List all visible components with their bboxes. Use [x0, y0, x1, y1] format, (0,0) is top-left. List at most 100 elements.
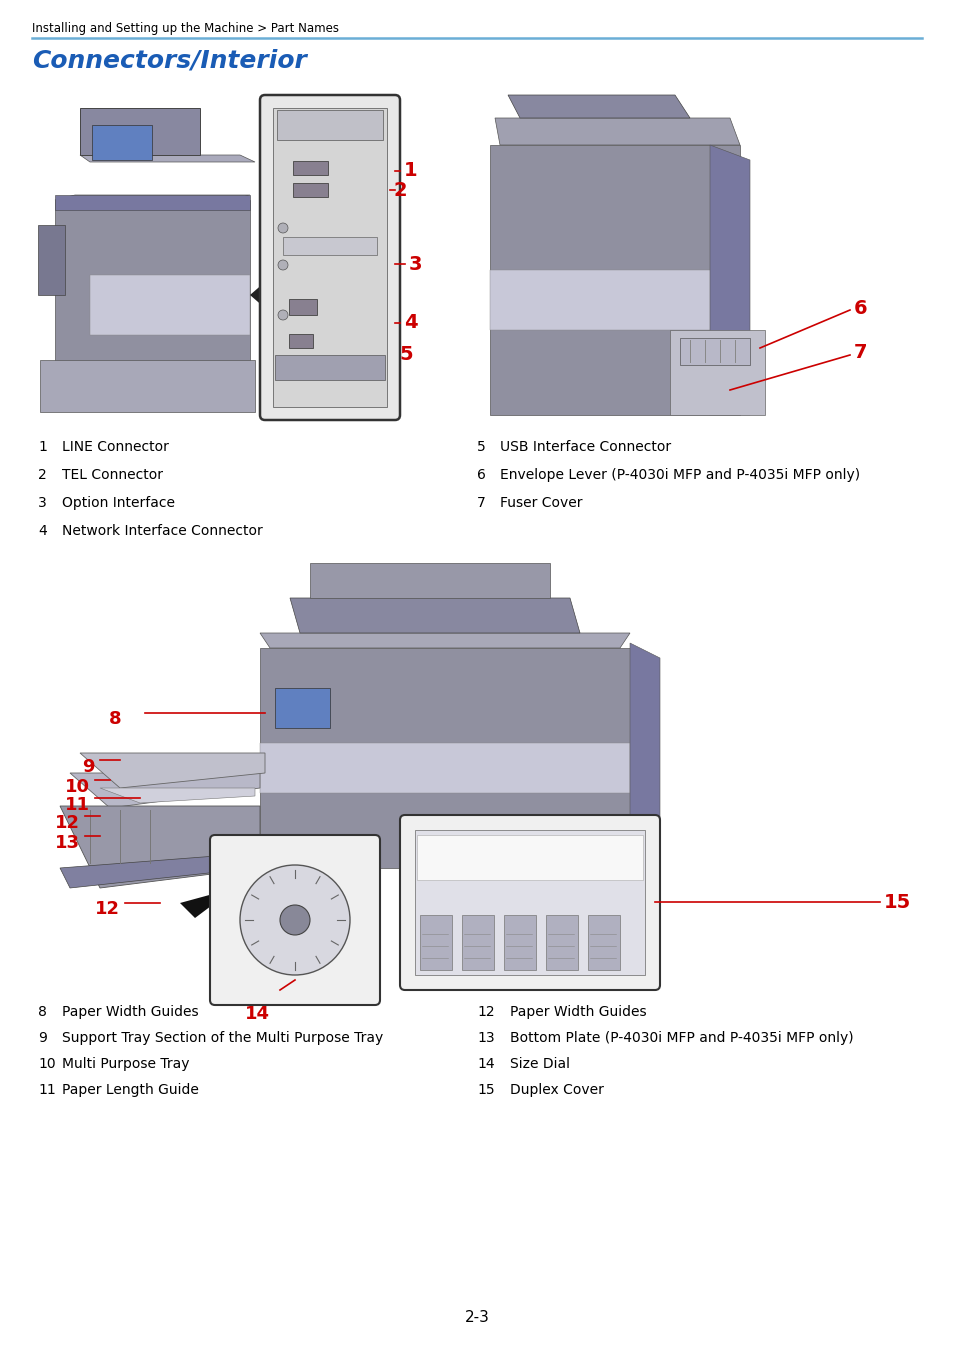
FancyBboxPatch shape — [399, 815, 659, 990]
Bar — [273, 108, 387, 406]
Polygon shape — [260, 633, 629, 648]
Bar — [419, 915, 452, 971]
Bar — [274, 688, 330, 728]
Text: 8: 8 — [110, 710, 122, 728]
Circle shape — [280, 904, 310, 936]
Polygon shape — [669, 329, 764, 414]
Text: Size Dial: Size Dial — [510, 1057, 569, 1071]
Bar — [274, 355, 385, 379]
Text: 11: 11 — [38, 1083, 55, 1098]
Polygon shape — [490, 270, 740, 329]
Text: 12: 12 — [476, 1004, 494, 1019]
Bar — [415, 830, 644, 975]
Text: Network Interface Connector: Network Interface Connector — [62, 524, 262, 539]
Polygon shape — [260, 648, 629, 868]
Polygon shape — [495, 117, 740, 144]
Text: 3: 3 — [38, 495, 47, 510]
Text: Envelope Lever (P-4030i MFP and P-4035i MFP only): Envelope Lever (P-4030i MFP and P-4035i … — [499, 468, 860, 482]
Polygon shape — [55, 200, 250, 410]
Text: Connectors/Interior: Connectors/Interior — [32, 49, 307, 72]
Text: 13: 13 — [476, 1031, 494, 1045]
Polygon shape — [80, 753, 265, 788]
Text: Support Tray Section of the Multi Purpose Tray: Support Tray Section of the Multi Purpos… — [62, 1031, 383, 1045]
Text: 4: 4 — [403, 313, 417, 332]
Text: 4: 4 — [38, 524, 47, 539]
FancyBboxPatch shape — [210, 836, 379, 1004]
Text: 6: 6 — [476, 468, 485, 482]
Text: 7: 7 — [853, 343, 866, 363]
Polygon shape — [709, 144, 749, 414]
Text: 7: 7 — [476, 495, 485, 510]
Polygon shape — [310, 563, 550, 598]
Polygon shape — [80, 108, 200, 155]
Text: 12: 12 — [55, 814, 80, 832]
Polygon shape — [60, 853, 254, 888]
Text: 2: 2 — [38, 468, 47, 482]
Circle shape — [240, 865, 350, 975]
Bar — [289, 333, 313, 348]
Text: 2: 2 — [394, 181, 407, 200]
Text: 9: 9 — [82, 757, 95, 776]
Text: 5: 5 — [398, 346, 413, 365]
Text: 13: 13 — [55, 834, 80, 852]
Polygon shape — [629, 643, 659, 868]
Text: 2-3: 2-3 — [464, 1310, 489, 1324]
Polygon shape — [260, 743, 629, 792]
Text: Paper Width Guides: Paper Width Guides — [510, 1004, 646, 1019]
Polygon shape — [80, 155, 254, 162]
Polygon shape — [55, 194, 250, 211]
Polygon shape — [180, 888, 234, 918]
Text: USB Interface Connector: USB Interface Connector — [499, 440, 670, 454]
Text: Duplex Cover: Duplex Cover — [510, 1083, 603, 1098]
Polygon shape — [55, 194, 250, 200]
Circle shape — [277, 310, 288, 320]
Text: 12: 12 — [95, 900, 120, 918]
Bar — [276, 109, 382, 140]
Bar — [416, 836, 642, 880]
Bar — [545, 915, 578, 971]
Text: 11: 11 — [65, 796, 90, 814]
Text: Paper Width Guides: Paper Width Guides — [62, 1004, 198, 1019]
Polygon shape — [38, 225, 65, 296]
Circle shape — [277, 261, 288, 270]
Text: TEL Connector: TEL Connector — [62, 468, 163, 482]
Text: 8: 8 — [38, 1004, 47, 1019]
FancyBboxPatch shape — [260, 95, 399, 420]
Bar — [293, 161, 328, 176]
Polygon shape — [290, 598, 579, 633]
Polygon shape — [60, 806, 260, 888]
Text: 10: 10 — [65, 778, 90, 796]
Bar — [91, 126, 152, 161]
Text: 9: 9 — [38, 1031, 47, 1045]
Text: Fuser Cover: Fuser Cover — [499, 495, 582, 510]
Polygon shape — [490, 144, 740, 414]
Text: Multi Purpose Tray: Multi Purpose Tray — [62, 1057, 190, 1071]
Bar — [289, 298, 316, 315]
Text: 10: 10 — [38, 1057, 55, 1071]
Text: 1: 1 — [38, 440, 47, 454]
Text: 14: 14 — [476, 1057, 494, 1071]
Text: 15: 15 — [476, 1083, 494, 1098]
Text: 6: 6 — [853, 298, 866, 317]
Circle shape — [277, 223, 288, 234]
Text: 14: 14 — [245, 1004, 270, 1023]
Polygon shape — [250, 282, 265, 308]
Text: LINE Connector: LINE Connector — [62, 440, 169, 454]
Bar — [461, 915, 494, 971]
Bar — [293, 184, 328, 197]
Text: 1: 1 — [403, 162, 417, 181]
Text: 5: 5 — [476, 440, 485, 454]
Polygon shape — [90, 275, 250, 335]
Text: Option Interface: Option Interface — [62, 495, 174, 510]
Text: Bottom Plate (P-4030i MFP and P-4035i MFP only): Bottom Plate (P-4030i MFP and P-4035i MF… — [510, 1031, 853, 1045]
Text: 3: 3 — [409, 255, 422, 274]
Text: Installing and Setting up the Machine > Part Names: Installing and Setting up the Machine > … — [32, 22, 338, 35]
Text: Paper Length Guide: Paper Length Guide — [62, 1083, 198, 1098]
Bar — [283, 238, 376, 255]
Polygon shape — [70, 774, 260, 809]
Bar — [503, 915, 536, 971]
Bar — [587, 915, 619, 971]
Polygon shape — [40, 360, 254, 412]
Polygon shape — [100, 788, 254, 803]
Polygon shape — [507, 95, 689, 117]
